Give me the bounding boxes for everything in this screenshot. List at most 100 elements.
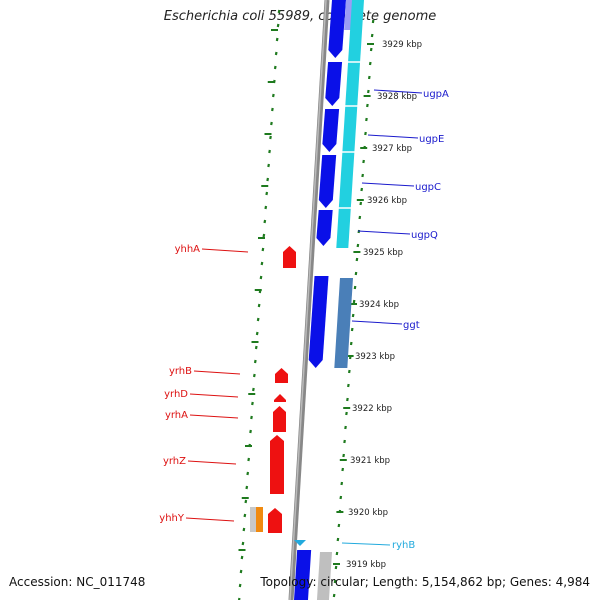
- ring-dot: [346, 397, 349, 402]
- ring-dot: [347, 369, 351, 374]
- label-leader: [185, 517, 235, 522]
- ring-dot: [368, 61, 372, 66]
- ring-dot: [254, 345, 258, 350]
- sequence-backbone: [288, 0, 330, 600]
- label-leader: [367, 134, 419, 139]
- ring-dot: [270, 121, 273, 126]
- genome-stats-text: Topology: circular; Length: 5,154,862 bp…: [260, 575, 590, 589]
- ring-dot: [240, 555, 244, 560]
- ring-dot: [257, 303, 261, 308]
- label-leader: [187, 460, 237, 465]
- outer-dotted-ring: [237, 9, 281, 600]
- genome-title: Escherichia coli 55989, complete genome: [163, 9, 437, 24]
- reverse-cds: [294, 550, 312, 600]
- ring-dot: [367, 75, 371, 80]
- reverse-cds: [318, 155, 337, 208]
- label-leader: [351, 320, 403, 325]
- gene-label-ryhB: ryhB: [392, 540, 415, 551]
- forward-cds: [268, 508, 282, 533]
- grey-feature: [250, 507, 256, 532]
- kbp-tick-label: 3926 kbp: [367, 196, 407, 206]
- kbp-tick-label: 3923 kbp: [355, 352, 395, 362]
- label-leader: [341, 542, 391, 546]
- ring-dot: [344, 425, 347, 430]
- ring-dot: [247, 457, 251, 462]
- ring-dot: [268, 149, 271, 154]
- ring-dot: [336, 537, 340, 542]
- gene-label-yhhA: yhhA: [175, 244, 201, 255]
- ring-dot: [252, 387, 255, 392]
- ring-dot: [275, 37, 279, 42]
- ring-dot: [371, 19, 375, 24]
- forward-cds: [270, 435, 284, 494]
- ring-dot: [244, 499, 248, 504]
- ring-dot: [358, 215, 362, 220]
- ring-dot: [245, 485, 249, 490]
- label-leader: [361, 182, 415, 187]
- kbp-tick-label: 3929 kbp: [382, 40, 422, 50]
- ring-dot: [339, 495, 343, 500]
- ring-dot: [253, 359, 257, 364]
- ring-dot: [255, 331, 259, 336]
- label-leader: [189, 414, 239, 419]
- ring-dot: [271, 107, 274, 112]
- ring-dot: [252, 373, 256, 378]
- orange-feature: [256, 507, 263, 532]
- grey-feature: [316, 552, 332, 600]
- ring-dot: [238, 583, 242, 588]
- backbone-highlight: [289, 0, 327, 600]
- kbp-tick-label: 3922 kbp: [352, 404, 392, 414]
- gene-label-ugpQ: ugpQ: [411, 230, 438, 241]
- steel-feature: [334, 278, 353, 368]
- label-leader: [189, 393, 239, 398]
- ring-dot: [355, 257, 359, 262]
- ring-dot: [277, 9, 281, 14]
- ring-dot: [267, 163, 270, 168]
- forward-cds: [274, 394, 286, 402]
- ring-dot: [364, 131, 367, 136]
- ring-dot: [353, 285, 357, 290]
- ring-dot: [256, 317, 260, 322]
- gene-label-yrhA: yrhA: [165, 410, 188, 421]
- ring-dot: [246, 471, 250, 476]
- ring-dot: [269, 135, 272, 140]
- label-leader: [193, 370, 241, 375]
- backbone-line: [288, 0, 330, 600]
- ring-dot: [366, 103, 369, 108]
- label-leader: [357, 230, 411, 235]
- ring-dot: [354, 271, 358, 276]
- ring-dot: [243, 513, 247, 518]
- ring-dot: [271, 93, 275, 98]
- reverse-cds: [325, 62, 343, 106]
- gene-label-ggt: ggt: [403, 320, 420, 331]
- ring-dot: [274, 51, 278, 56]
- label-leader: [201, 248, 249, 253]
- ring-dot: [262, 233, 266, 238]
- forward-cds: [283, 246, 296, 268]
- ring-dot: [349, 341, 353, 346]
- ring-dot: [333, 579, 337, 584]
- kbp-tick-label: 3925 kbp: [363, 248, 403, 258]
- gene-label-yrhZ: yrhZ: [163, 456, 186, 467]
- ring-dot: [266, 177, 270, 182]
- ring-dot: [343, 439, 346, 444]
- ring-dot: [250, 415, 253, 420]
- gene-label-ugpA: ugpA: [423, 89, 449, 100]
- ring-dot: [341, 467, 345, 472]
- reverse-cds: [328, 0, 346, 58]
- ring-dot: [273, 65, 277, 70]
- ring-dot: [370, 33, 374, 38]
- ring-dot: [342, 453, 345, 458]
- kbp-tick-label: 3919 kbp: [346, 560, 386, 570]
- ring-dot: [241, 541, 245, 546]
- forward-cds: [273, 406, 286, 432]
- ring-dot: [276, 23, 280, 28]
- ring-dot: [337, 523, 341, 528]
- ring-dot: [360, 187, 364, 192]
- ring-dot: [352, 299, 356, 304]
- reverse-cds: [322, 109, 340, 152]
- ring-dot: [345, 411, 348, 416]
- kbp-tick-label: 3920 kbp: [348, 508, 388, 518]
